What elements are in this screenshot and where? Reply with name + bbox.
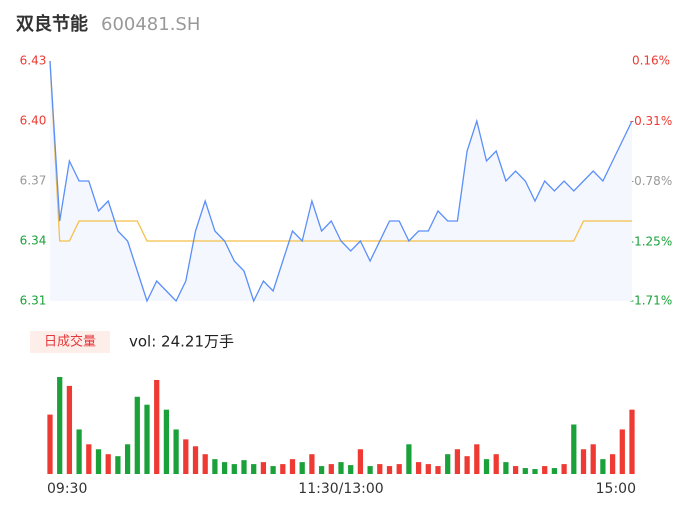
volume-bar [386,466,393,474]
volume-bar [609,454,616,474]
volume-bar [251,464,257,474]
volume-bar [154,379,160,474]
volume-bar [435,466,441,474]
y2-tick-label: -0.31% [630,114,672,128]
y2-tick-label: 0.16% [632,54,670,68]
volume-bar [57,376,63,474]
volume-bar [357,449,364,474]
y-tick-label: 6.31 [20,294,47,308]
volume-bar [474,444,480,474]
y-tick-label: 6.43 [20,54,47,68]
volume-bar [600,459,606,474]
volume-bar [454,449,461,474]
stock-code: 600481.SH [101,14,200,35]
volume-total: vol: 24.21万手 [129,333,234,351]
volume-bar [328,464,334,474]
volume-bar [464,456,470,474]
volume-bar [522,468,528,474]
volume-bar [66,385,73,474]
volume-bar [95,449,102,474]
volume-bar [580,449,587,474]
volume-bar [221,462,228,474]
y-tick-label: 6.40 [20,114,47,128]
volume-bar [115,456,121,474]
price-line [49,60,633,303]
volume-bar [299,462,305,474]
volume-bar [231,464,237,474]
volume-bar [493,454,499,474]
volume-bar [629,409,635,474]
volume-bar [183,439,189,474]
volume-bar [202,454,208,474]
volume-bar [173,429,179,474]
volume-tab[interactable] [30,331,110,353]
volume-bar [445,454,451,474]
y-tick-label: 6.37 [20,174,47,188]
volume-bar [619,429,625,474]
volume-bar [309,454,315,474]
volume-bar [367,466,373,474]
x-tick-label: 09:30 [47,481,87,497]
volume-bar [532,469,538,474]
x-tick-label: 11:30/13:00 [298,481,383,497]
volume-bar [483,459,490,474]
volume-bar [425,464,431,474]
volume-bar [86,444,92,474]
volume-bar [163,409,170,474]
y2-tick-label: -1.71% [630,294,672,308]
volume-bar [561,464,567,474]
volume-bar [348,465,354,474]
volume-bar [260,462,267,474]
y2-tick-label: -1.25% [630,234,672,248]
volume-bar [318,466,325,474]
volume-bar [542,466,548,474]
volume-bar [241,460,247,474]
x-tick-label: 15:00 [596,481,636,497]
volume-bar [289,459,296,474]
y2-tick-label: -0.78% [630,174,672,188]
y-tick-label: 6.34 [20,234,47,248]
volume-bar [105,454,111,474]
volume-bar [377,464,383,474]
volume-bar [144,404,150,474]
volume-bar [396,464,402,474]
volume-bar [134,396,140,474]
volume-bar [406,444,412,474]
volume-bar [590,444,596,474]
volume-bar [512,466,519,474]
volume-bar [124,444,131,474]
volume-bar [571,424,577,474]
volume-bar [280,464,286,474]
volume-bar [76,429,82,474]
volume-bar [338,462,344,474]
volume-bar [192,446,199,474]
volume-bar [551,468,558,474]
volume-bar [503,462,509,474]
stock-name: 双良节能 [16,13,88,35]
volume-bar [47,414,53,474]
volume-bar [270,466,276,474]
volume-bar [415,462,422,474]
volume-tab-label[interactable]: 日成交量 [44,334,96,350]
volume-bar [212,459,218,474]
